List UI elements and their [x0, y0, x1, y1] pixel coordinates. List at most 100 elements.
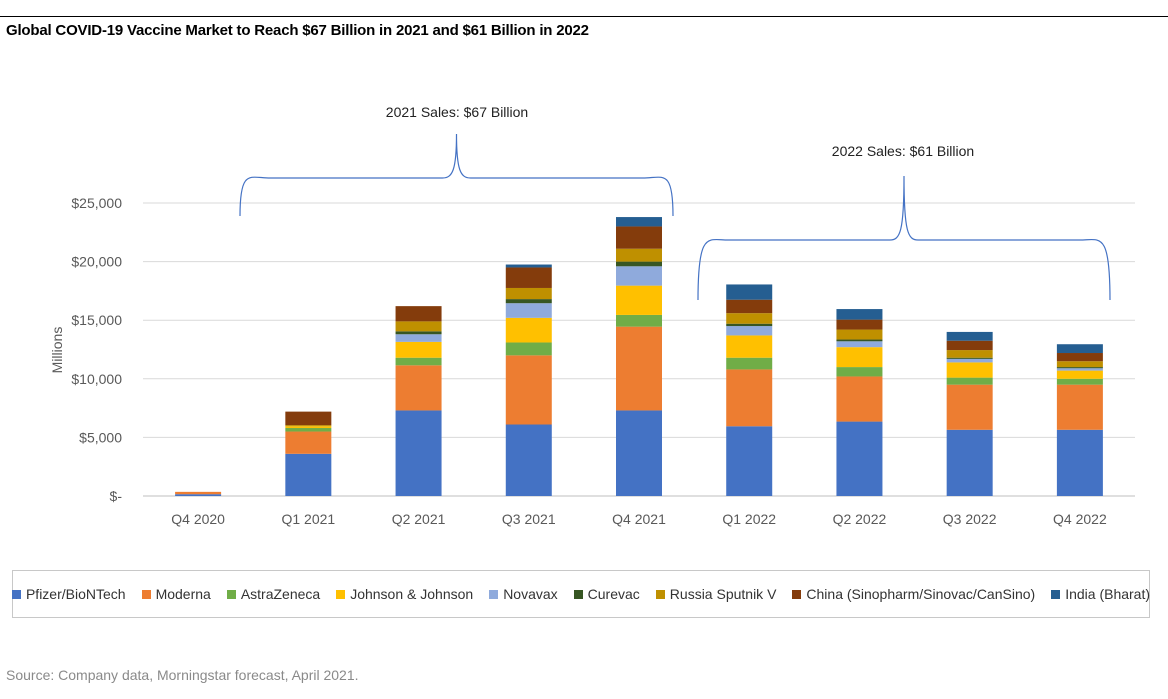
bar-segment [1056, 367, 1103, 369]
bar-segment [505, 299, 552, 304]
legend-item: Novavax [489, 586, 558, 602]
legend-label: Curevac [587, 586, 640, 602]
bar-segment [616, 217, 662, 227]
top-rule [0, 16, 1168, 17]
legend-swatch [336, 589, 346, 599]
x-tick-label: Q3 2021 [502, 511, 556, 527]
bar-segment [836, 339, 883, 342]
bar-segment [836, 341, 883, 348]
chart-title: Global COVID-19 Vaccine Market to Reach … [6, 22, 589, 39]
bar-segment [395, 321, 442, 332]
legend-swatch [11, 589, 21, 599]
bar-segment [395, 306, 442, 322]
bar-segment [395, 365, 442, 411]
legend-swatch [573, 589, 583, 599]
bar-segment [836, 319, 883, 330]
bar-segment [616, 285, 662, 315]
bar-segment [616, 248, 662, 262]
x-tick-label: Q2 2021 [392, 511, 446, 527]
bar-segment [946, 358, 993, 363]
bar-segment [726, 284, 773, 300]
legend-item: Johnson & Johnson [336, 586, 473, 602]
legend-swatch [226, 589, 236, 599]
bar-segment [726, 299, 773, 314]
legend-label: China (Sinopharm/Sinovac/CanSino) [806, 586, 1036, 602]
bar-segment [616, 261, 662, 267]
bar-segment [946, 350, 993, 358]
brace-2022 [697, 175, 1111, 301]
legend-label: Pfizer/BioNTech [25, 586, 126, 602]
x-tick-label: Q4 2021 [612, 511, 666, 527]
bar-segment [395, 410, 442, 496]
bar-segment [836, 376, 883, 422]
stacked-bar-chart: $- $5,000 $10,000 $15,000 $20,000 $25,000 Mill… [49, 104, 1135, 527]
bar-segment [285, 428, 332, 432]
annotation-2021: 2021 Sales: $67 Billion [386, 104, 528, 120]
bar-segment [1056, 361, 1103, 368]
bar-segment [175, 491, 222, 495]
legend-item: China (Sinopharm/Sinovac/CanSino) [792, 586, 1035, 602]
bar-segment [616, 326, 662, 411]
y-tick-label: $- [110, 488, 123, 504]
legend-item: AstraZeneca [226, 586, 320, 602]
legend-item: Moderna [141, 586, 211, 602]
bar-segment [505, 267, 552, 288]
y-tick-label: $5,000 [79, 429, 122, 445]
bar-segment [946, 340, 993, 351]
bar-segment [726, 369, 773, 427]
legend-item: India (Bharat) [1051, 586, 1150, 602]
x-tick-label: Q3 2022 [943, 511, 997, 527]
legend-swatch [1051, 589, 1061, 599]
bar-segment [395, 341, 442, 358]
legend-swatch [792, 589, 802, 599]
bar-segment [285, 426, 332, 429]
bar-segment [726, 326, 773, 336]
bar-segment [1056, 344, 1103, 354]
legend-label: India (Bharat) [1065, 586, 1151, 602]
bar-segment [395, 334, 442, 342]
bar-segment [175, 494, 222, 496]
bar-segment [946, 429, 993, 496]
bar-segment [616, 410, 662, 496]
bar-segment [395, 331, 442, 335]
bar-segment [946, 331, 993, 341]
bar-segment [836, 367, 883, 377]
x-tick-label: Q1 2021 [281, 511, 335, 527]
bar-segment [616, 314, 662, 327]
bar-segment [616, 226, 662, 249]
bar-segment [395, 357, 442, 366]
legend-label: Novavax [503, 586, 558, 602]
bar-segment [1056, 368, 1103, 371]
bar-segment [505, 303, 552, 318]
legend-label: Russia Sputnik V [669, 586, 777, 602]
x-tick-label: Q4 2022 [1053, 511, 1107, 527]
legend-swatch [655, 589, 665, 599]
brace-2021 [239, 133, 674, 217]
bar-segment [836, 347, 883, 368]
bar-segment [836, 421, 883, 496]
bar-segment [505, 317, 552, 343]
bar-segment [946, 377, 993, 385]
y-tick-label: $20,000 [71, 254, 122, 270]
annotation-2022: 2022 Sales: $61 Billion [832, 143, 974, 159]
bar-segment [946, 357, 993, 359]
bar-segment [726, 357, 773, 370]
bar-segment [1056, 384, 1103, 430]
y-tick-label: $10,000 [71, 371, 122, 387]
y-tick-label: $25,000 [71, 195, 122, 211]
bar-segment [285, 453, 332, 496]
bar-segment [836, 309, 883, 320]
bar-segment [1056, 378, 1103, 385]
bar-segment [285, 425, 332, 427]
bar-segment [285, 411, 332, 426]
bar-segment [726, 426, 773, 496]
bar-segment [616, 266, 662, 286]
bar-segment [285, 431, 332, 454]
bar-segment [505, 287, 552, 300]
bar-segment [505, 264, 552, 268]
bar-segment [726, 323, 773, 327]
x-tick-label: Q1 2022 [722, 511, 776, 527]
bar-segment [1056, 370, 1103, 379]
bar-segment [505, 342, 552, 356]
bar-segment [1056, 429, 1103, 496]
